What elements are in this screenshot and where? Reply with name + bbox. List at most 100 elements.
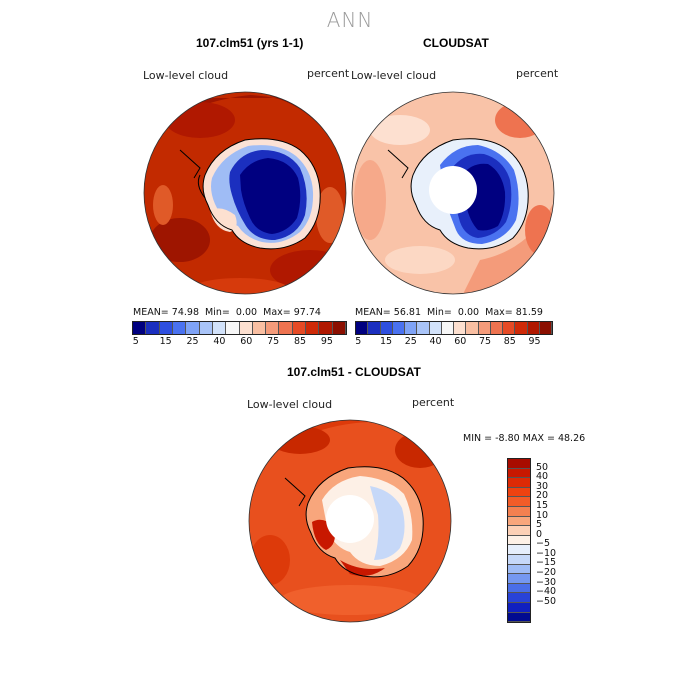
colorbar-tick-label: 15 (159, 336, 172, 347)
colorbar-swatch (508, 478, 530, 488)
panel3-min-value: -8.80 (495, 433, 520, 444)
colorbar-tick-label: 95 (320, 336, 333, 347)
colorbar-swatch (332, 322, 346, 334)
colorbar-swatch (392, 322, 405, 334)
colorbar-tick-label: 5 (536, 519, 543, 531)
colorbar-swatch (508, 487, 530, 498)
panel2-min-label: Min= (427, 307, 452, 318)
colorbar-swatch (306, 322, 320, 334)
colorbar-tick-label: 40 (429, 336, 442, 347)
colorbar-tick-label: 10 (536, 509, 549, 521)
colorbar-swatch (508, 526, 530, 536)
panel2-mean-label: MEAN= (355, 307, 391, 318)
panel1-mean-value: 74.98 (171, 307, 199, 318)
figure-title: ANN (326, 8, 374, 32)
colorbar-swatch (503, 322, 516, 334)
colorbar-model (132, 321, 347, 335)
colorbar-swatch (508, 574, 530, 584)
colorbar-tick-label: 25 (404, 336, 417, 347)
map-model (144, 92, 346, 294)
colorbar-swatch (239, 322, 253, 334)
colorbar-swatch (508, 468, 530, 479)
colorbar-tick-label: 15 (379, 336, 393, 347)
colorbar-tick-label: 5 (355, 336, 362, 347)
colorbar-swatch (508, 516, 530, 527)
colorbar-swatch (186, 322, 200, 334)
colorbar-swatch (417, 322, 430, 334)
panel1-min-value: 0.00 (235, 307, 258, 318)
colorbar-swatch (454, 322, 467, 334)
colorbar-tick-label: 85 (503, 336, 516, 347)
colorbar-tick-label: 60 (454, 336, 467, 347)
panel1-mean-label: MEAN= (133, 307, 169, 318)
panel3-max-value: 48.26 (557, 433, 586, 444)
colorbar-tick-label: 50 (536, 461, 549, 473)
panel3-variable-label: Low-level cloud (247, 398, 333, 411)
colorbar-swatch (508, 459, 530, 469)
panel2-min-value: 0.00 (457, 307, 480, 318)
colorbar-swatch (508, 554, 530, 565)
colorbar-swatch (356, 322, 369, 334)
colorbar-swatch (368, 322, 381, 334)
colorbar-difference (507, 458, 531, 623)
panel2-units-label: percent (516, 67, 559, 80)
panel3-title: 107.clm51 - CLOUDSAT (287, 365, 421, 379)
colorbar-swatch (212, 322, 227, 334)
colorbar-tick-label: −10 (536, 547, 557, 559)
colorbar-swatch (226, 322, 240, 334)
colorbar-swatch (508, 583, 530, 594)
colorbar-tick-label: 40 (213, 336, 226, 347)
colorbar-tick-label: −30 (536, 576, 557, 588)
colorbar-swatch (252, 322, 267, 334)
colorbar-swatch (515, 322, 528, 334)
colorbar-swatch (508, 612, 530, 623)
colorbar-swatch (508, 506, 530, 517)
colorbar-swatch (199, 322, 213, 334)
colorbar-cloudsat (355, 321, 553, 335)
colorbar-tick-label: 75 (267, 336, 280, 347)
colorbar-swatch (527, 322, 540, 334)
panel3-stats: MIN = -8.80 MAX = 48.26 (463, 433, 585, 444)
colorbar-tick-label: 20 (536, 490, 549, 502)
panel1-max-value: 97.74 (293, 307, 321, 318)
colorbar-swatch (490, 322, 503, 334)
colorbar-swatch (133, 322, 147, 334)
colorbar-swatch (441, 322, 454, 334)
panel2-variable-label: Low-level cloud (351, 69, 437, 82)
panel1-title: 107.clm51 (yrs 1-1) (196, 36, 304, 50)
colorbar-tick-label: 5 (132, 336, 139, 347)
panel2-stats: MEAN= 56.81 Min= 0.00 Max= 81.59 (355, 307, 543, 318)
colorbar-tick-label: 60 (240, 336, 253, 347)
colorbar-swatch (319, 322, 333, 334)
colorbar-tick-label: 40 (536, 471, 549, 483)
colorbar-swatch (508, 535, 530, 546)
colorbar-swatch (478, 322, 491, 334)
panel3-min-label: MIN = (463, 433, 493, 444)
colorbar-tick-label: 75 (478, 336, 492, 347)
colorbar-tick-label: −40 (536, 586, 557, 598)
panel2-title: CLOUDSAT (423, 36, 489, 50)
panel3-max-label: MAX = (522, 433, 555, 444)
colorbar-tick-label: 0 (536, 528, 543, 540)
colorbar-swatch (172, 322, 187, 334)
colorbar-tick-label: 15 (536, 499, 549, 511)
colorbar-swatch (508, 497, 530, 507)
colorbar-swatch (380, 322, 393, 334)
colorbar-swatch (508, 593, 530, 603)
colorbar-cloudsat-ticks: 5 15 25 40 60 75 85 95 (355, 336, 553, 348)
panel2-max-label: Max= (485, 307, 513, 318)
colorbar-swatch (429, 322, 442, 334)
colorbar-model-ticks: 5 15 25 40 60 75 85 95 (132, 336, 347, 348)
map-cloudsat (352, 92, 554, 294)
panel3-units-label: percent (412, 396, 455, 409)
colorbar-swatch (508, 602, 530, 613)
panel1-stats: MEAN= 74.98 Min= 0.00 Max= 97.74 (133, 307, 321, 318)
colorbar-swatch (405, 322, 418, 334)
colorbar-swatch (292, 322, 307, 334)
colorbar-tick-label: −5 (536, 538, 551, 550)
colorbar-swatch (266, 322, 280, 334)
panel2-mean-value: 56.81 (393, 307, 421, 318)
colorbar-swatch (279, 322, 293, 334)
colorbar-swatch (508, 564, 530, 575)
